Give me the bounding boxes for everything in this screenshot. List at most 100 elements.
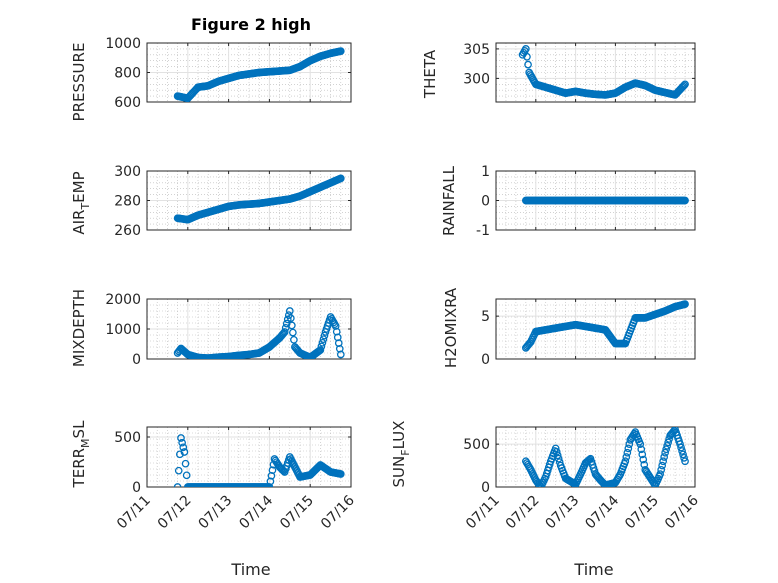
y-tick-label: 800 <box>114 66 141 82</box>
panel-air-temp-plot: 260 280 300 <box>114 164 352 239</box>
data-point <box>285 307 294 315</box>
ylabel-air-temp-main: AIR <box>70 210 88 235</box>
data-point <box>680 81 688 90</box>
panel-rainfall: -1 0 1 RAINFALL <box>440 164 696 239</box>
y-tick-label: 0 <box>132 352 141 368</box>
panel-pressure: 600 800 1000 PRESSURE <box>70 36 352 122</box>
ylabel-mixdepth: MIXDEPTH <box>70 289 88 367</box>
ylabel-air-temp: AIRTEMP <box>70 171 92 234</box>
data-point <box>524 60 532 69</box>
data-point <box>286 314 295 323</box>
data-point <box>664 438 672 447</box>
data-markers <box>521 427 689 487</box>
axes-frame <box>495 298 696 360</box>
data-point <box>174 466 183 475</box>
panel-mixdepth-plot: 0 1000 2000 <box>105 292 352 368</box>
data-point <box>665 435 673 443</box>
y-tick-label: 500 <box>114 430 141 446</box>
panel-air-temp: 260 280 300 AIRTEMP <box>70 164 352 239</box>
data-point <box>679 82 687 91</box>
y-tick-label: 0 <box>481 352 490 368</box>
y-tick-label: 0 <box>132 480 141 496</box>
x-tick-label: 07/15 <box>277 493 317 533</box>
data-point <box>677 443 685 452</box>
ylabel-sun-flux: SUNFLUX <box>390 421 412 488</box>
x-tick-label: 07/13 <box>196 493 236 533</box>
data-point <box>663 442 671 450</box>
axes-frame <box>495 42 696 103</box>
data-point <box>336 47 345 55</box>
data-markers <box>521 196 689 205</box>
data-point <box>621 457 630 466</box>
data-point <box>676 440 684 448</box>
data-point <box>656 470 665 478</box>
xlabel-left: Time <box>230 560 270 579</box>
data-point <box>336 174 345 183</box>
data-point <box>681 300 689 308</box>
figure-title: Figure 2 high <box>191 15 311 34</box>
ylabel-theta: THETA <box>421 49 439 99</box>
data-point <box>681 196 689 205</box>
data-point <box>623 448 632 457</box>
y-tick-label: 305 <box>463 42 490 58</box>
ylabel-terr-msl-main: TERR <box>70 448 88 489</box>
data-markers <box>518 45 689 99</box>
data-markers <box>521 300 689 352</box>
axes-frame <box>495 426 696 488</box>
data-point <box>679 450 687 459</box>
y-tick-label: 260 <box>114 223 141 239</box>
y-tick-label: 1000 <box>105 36 141 52</box>
x-tick-label: 07/12 <box>155 493 195 533</box>
data-markers <box>173 47 345 102</box>
y-tick-label: 0 <box>481 480 490 496</box>
x-tick-label: 07/15 <box>622 493 662 533</box>
y-tick-label: 300 <box>463 71 490 87</box>
data-point <box>551 444 560 453</box>
data-point <box>282 319 291 328</box>
ylabel-pressure: PRESSURE <box>70 43 88 122</box>
data-point <box>640 460 649 469</box>
data-point <box>316 346 325 354</box>
data-point <box>336 470 345 478</box>
y-tick-label: 1 <box>481 164 490 180</box>
data-point <box>660 453 669 461</box>
data-point <box>266 477 275 486</box>
data-point <box>622 453 631 461</box>
data-point <box>182 471 191 480</box>
ylabel-sun-flux-subscript: F <box>399 449 412 455</box>
data-point <box>178 438 186 447</box>
data-point <box>267 471 276 480</box>
panel-theta-plot: 300 305 <box>463 42 696 103</box>
panel-sun-flux: 0 500 07/11 07/12 07/13 07/14 07/15 07/16 SUNFL… <box>390 421 702 579</box>
data-point <box>554 454 563 463</box>
data-point <box>336 350 345 359</box>
data-point <box>268 466 277 475</box>
ylabel-sun-flux-main: SUN <box>390 456 408 488</box>
panel-theta: 300 305 THETA <box>421 42 696 103</box>
data-point <box>659 457 668 466</box>
panel-terr-msl-plot: 0 500 07/11 07/12 07/13 07/14 07/15 07/16 <box>114 426 358 533</box>
y-tick-label: -1 <box>476 223 490 239</box>
ylabel-terr-msl-subscript: M <box>79 438 92 448</box>
data-point <box>319 335 328 344</box>
data-point <box>657 466 666 474</box>
data-point <box>265 483 274 487</box>
data-markers <box>173 174 345 224</box>
x-tick-label: 07/11 <box>463 493 503 533</box>
ylabel-air-temp-tail: EMP <box>70 171 88 202</box>
x-tick-label: 07/12 <box>503 493 543 533</box>
y-tick-label: 500 <box>463 437 490 453</box>
y-tick-label: 5 <box>481 309 490 325</box>
data-markers <box>173 434 345 487</box>
data-point <box>317 342 326 351</box>
ylabel-air-temp-subscript: T <box>79 203 92 211</box>
data-point <box>553 451 562 460</box>
y-tick-label: 280 <box>114 194 141 210</box>
data-point <box>678 447 686 455</box>
panel-h2omixra: 05 H2OMIXRA <box>442 287 696 368</box>
x-tick-label: 07/16 <box>662 492 702 532</box>
data-point <box>173 483 182 487</box>
data-point <box>318 338 327 347</box>
ylabel-terr-msl: TERRMSL <box>70 420 92 489</box>
